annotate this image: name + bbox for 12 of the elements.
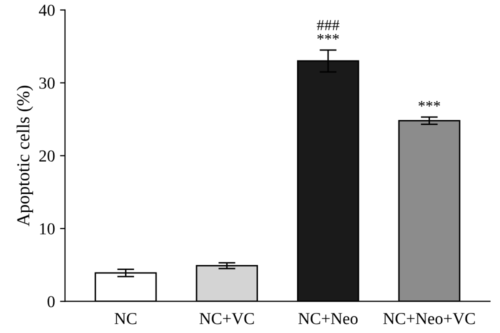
x-tick-label: NC+VC bbox=[200, 313, 254, 324]
y-tick-label: 40 bbox=[38, 4, 55, 16]
y-tick-label: 20 bbox=[39, 150, 55, 162]
x-tick-label: NC bbox=[114, 313, 136, 324]
x-tick-label: NC+Neo bbox=[298, 313, 358, 324]
x-tick-label: NC+Neo+VC bbox=[383, 313, 475, 324]
y-tick-label: 0 bbox=[48, 296, 55, 308]
y-tick-label: 10 bbox=[40, 223, 55, 234]
y-axis-title: Apoptotic cells (%) bbox=[16, 86, 34, 226]
y-tick-label: 30 bbox=[39, 78, 55, 89]
annotation: ### *** bbox=[316, 20, 340, 40]
annotation: *** bbox=[418, 101, 440, 107]
